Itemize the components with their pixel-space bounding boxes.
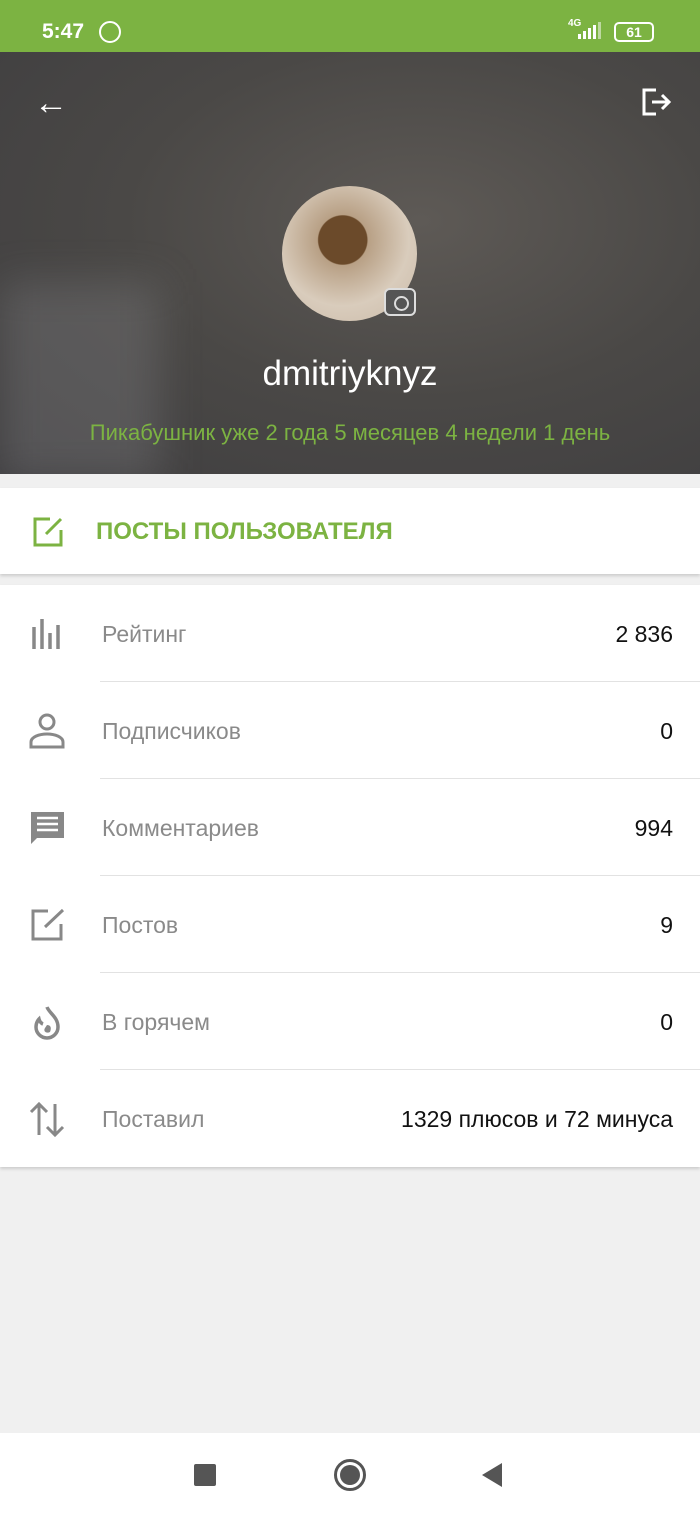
stat-comments: Комментариев 994 — [0, 779, 700, 876]
stat-hot: В горячем 0 — [0, 973, 700, 1070]
stat-posts: Постов 9 — [0, 876, 700, 973]
stat-label: Комментариев — [102, 815, 260, 841]
network-type: 4G — [568, 18, 582, 29]
stat-value: 1329 плюсов и 72 минуса — [401, 1106, 673, 1132]
username: dmitriyknyz — [262, 354, 438, 393]
user-posts-button[interactable]: ПОСТЫ ПОЛЬЗОВАТЕЛЯ — [0, 488, 700, 574]
back-nav-button[interactable] — [482, 1463, 502, 1487]
stat-label: Рейтинг — [102, 621, 187, 647]
comment-icon — [31, 812, 64, 844]
stat-value: 0 — [660, 1009, 673, 1035]
stat-value: 9 — [660, 912, 673, 938]
signal-icon — [578, 22, 601, 39]
stat-votes: Поставил 1329 плюсов и 72 минуса — [0, 1070, 700, 1167]
alarm-icon — [99, 21, 121, 43]
person-icon — [29, 713, 65, 749]
recents-button[interactable] — [194, 1464, 216, 1486]
user-posts-label: ПОСТЫ ПОЛЬЗОВАТЕЛЯ — [96, 518, 393, 545]
stat-label: В горячем — [102, 1009, 210, 1035]
stat-subscribers: Подписчиков 0 — [0, 682, 700, 779]
stat-label: Подписчиков — [102, 718, 241, 744]
stat-rating: Рейтинг 2 836 — [0, 585, 700, 682]
sort-arrows-icon — [29, 1101, 65, 1138]
status-bar: 5:47 4G 61 — [0, 0, 700, 52]
member-since: Пикабушник уже 2 года 5 месяцев 4 недели… — [89, 420, 611, 445]
edit-icon — [31, 908, 65, 941]
stat-value: 0 — [660, 718, 673, 744]
stats-list: Рейтинг 2 836 Подписчиков 0 Комментариев… — [0, 585, 700, 1167]
stat-label: Постов — [102, 912, 179, 938]
stat-value: 2 836 — [615, 621, 673, 647]
stat-value: 994 — [634, 815, 673, 841]
edit-icon — [33, 517, 63, 547]
clock: 5:47 — [42, 20, 85, 43]
back-button[interactable]: ← — [34, 84, 68, 122]
camera-icon[interactable] — [384, 288, 416, 316]
fire-icon — [34, 1006, 60, 1040]
system-nav-bar — [0, 1433, 700, 1517]
logout-icon[interactable] — [640, 86, 672, 118]
battery-icon: 61 — [614, 22, 654, 42]
stat-label: Поставил — [102, 1106, 205, 1132]
profile-header: ← dmitriyknyz Пикабушник уже 2 года 5 ме… — [0, 52, 700, 474]
bar-chart-icon — [32, 619, 60, 649]
home-button[interactable] — [334, 1459, 366, 1491]
